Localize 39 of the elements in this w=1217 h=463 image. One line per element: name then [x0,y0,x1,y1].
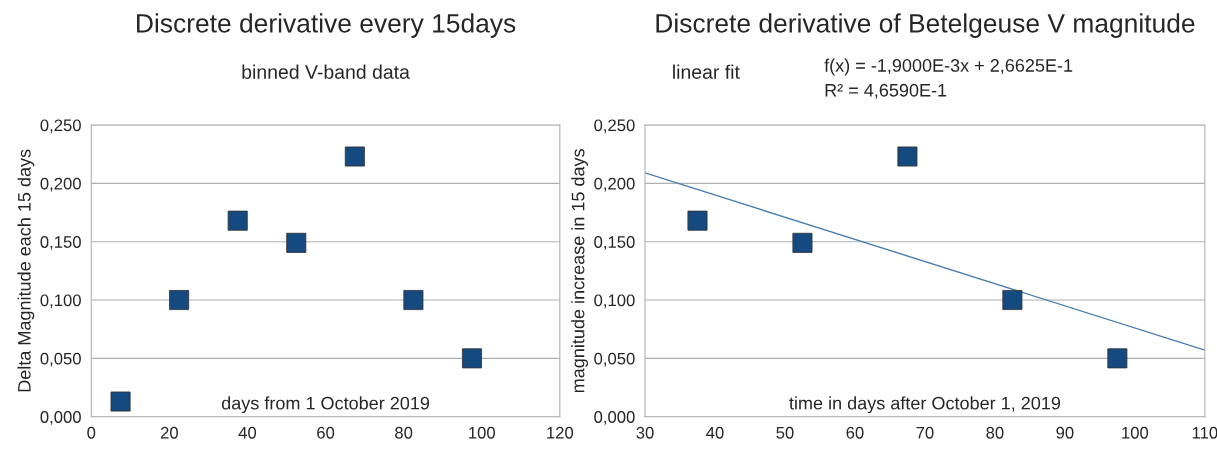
y-tick-label: 0,000 [594,411,635,425]
text: R² = 4,6590E-1 [825,83,947,99]
y-tick-label: 0,050 [40,352,81,367]
x-tick-label: 90 [1056,426,1074,439]
x-tick-label: 40 [706,426,724,439]
y-tick-label: 0,150 [40,236,81,250]
y-tick-label: 0,200 [594,177,635,192]
x-axis-title: time in days after October 1, 2019 [789,396,1061,414]
y-tick-label: 0,100 [40,294,81,309]
x-tick-label: 40 [238,426,257,439]
x-tick-label: 110 [1192,426,1217,439]
point [1002,290,1023,311]
x-tick-label: 50 [776,426,794,439]
chart-subtitle: linear fit [673,64,740,79]
x-tick-label: 60 [317,426,335,439]
y-tick-label: 0,000 [40,411,81,425]
y-tick-label: 0,200 [40,177,81,192]
y-tick-label: 0,150 [594,236,635,250]
chart-subtitle: binned V-band data [242,64,410,79]
text: f(x) = -1,9000E-3x + 2,6625E-1 [824,58,1073,76]
y-tick-label: 0,250 [40,119,81,134]
x-tick-label: 120 [547,426,574,439]
chart-title: Discrete derivative every 15days [137,13,516,38]
x-tick-label: 60 [846,426,864,439]
y-axis-title: Delta Magnitude each 15 days [17,149,35,392]
x-tick-label: 100 [469,426,495,439]
x-tick-label: 0 [87,426,96,439]
y-tick-label: 0,250 [594,119,635,134]
y-tick-label: 0,050 [594,352,635,367]
x-tick-label: 80 [986,426,1004,439]
x-tick-label: 80 [395,426,413,439]
x-tick-label: 70 [916,426,934,439]
x-tick-label: 100 [1122,426,1149,439]
x-tick-label: 20 [160,426,178,439]
x-tick-label: 30 [636,426,654,439]
x-axis-title: days from 1 October 2019 [221,396,430,414]
chart-title: Discrete derivative of Betelgeuse V magnitude [656,13,1195,38]
y-axis-title: magnitude increase in 15 days [571,149,589,393]
y-tick-label: 0,100 [594,294,635,309]
